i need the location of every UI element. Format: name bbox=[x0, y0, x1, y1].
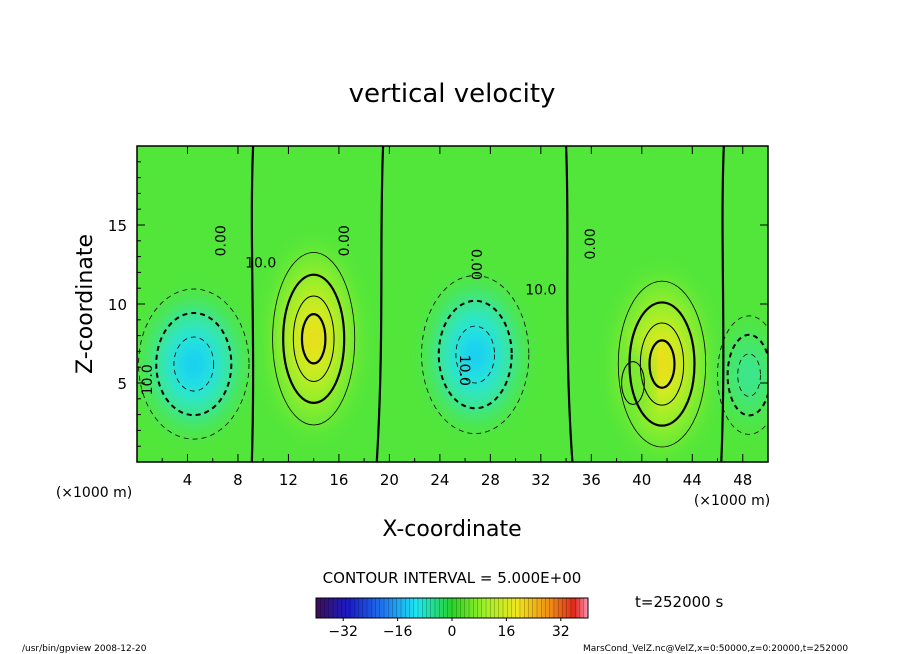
colorbar-tick-label-4: 16 bbox=[497, 624, 515, 640]
downdraft-2-band-7 bbox=[469, 345, 482, 364]
chart-title: vertical velocity bbox=[349, 79, 556, 109]
x-axis-label: X-coordinate bbox=[382, 517, 521, 542]
contour-interval-text: CONTOUR INTERVAL = 5.000E+00 bbox=[323, 569, 582, 587]
y-axis: 5 10 15 bbox=[108, 161, 768, 447]
updraft-1-contour-3 bbox=[300, 313, 327, 365]
x-tick-label-16: 16 bbox=[329, 471, 348, 489]
x-tick-label-36: 36 bbox=[582, 471, 601, 489]
x-tick-label-48: 48 bbox=[733, 471, 752, 489]
updraft-2-contour-0 bbox=[617, 280, 707, 448]
colorbar: −32 −16 0 16 32 bbox=[315, 597, 589, 640]
y-tick-label-10: 10 bbox=[108, 296, 127, 314]
updraft-1-contour-0 bbox=[272, 252, 356, 426]
x-unit-label-left: (×1000 m) bbox=[56, 485, 132, 501]
zero-contour-2 bbox=[375, 146, 385, 462]
x-axis: 4 8 12 16 20 24 28 32 36 40 44 48 bbox=[161, 146, 769, 489]
x-tick-label-32: 32 bbox=[531, 471, 550, 489]
downdraft-3-contour-0 bbox=[717, 315, 768, 435]
y-tick-label-5: 5 bbox=[117, 375, 127, 393]
contour-label-2: 0.00 bbox=[337, 225, 353, 256]
downdraft-1-shading bbox=[142, 294, 245, 434]
x-tick-label-28: 28 bbox=[481, 471, 500, 489]
updraft-2-contour-3 bbox=[648, 339, 676, 389]
updraft-2-band-7 bbox=[656, 352, 668, 376]
downdraft-2-contour-1 bbox=[437, 299, 513, 410]
x-tick-label-4: 4 bbox=[183, 471, 193, 489]
updraft-1-contour-2 bbox=[292, 295, 335, 382]
updraft-2b-contour bbox=[621, 361, 645, 405]
zero-contour-1 bbox=[250, 146, 255, 462]
contour-label-6: 10.0 bbox=[525, 283, 556, 299]
contour-labels: 0.00 0.00 0.00 0.00 10.0 10.0 10.0 10.0 bbox=[140, 225, 599, 395]
contour-lines bbox=[138, 146, 768, 462]
downdraft-2-shading bbox=[425, 281, 525, 428]
contour-label-3: 0.00 bbox=[467, 249, 483, 280]
contour-label-4: 0.00 bbox=[583, 228, 599, 259]
downdraft-1-contour-2 bbox=[173, 336, 215, 392]
y-axis-label: Z-coordinate bbox=[73, 234, 98, 374]
contour-label-7: 10.0 bbox=[140, 364, 156, 395]
updraft-2-contour-1 bbox=[628, 301, 696, 427]
downdraft-3-band-7 bbox=[745, 368, 753, 382]
updraft-2-contour-2 bbox=[639, 322, 685, 406]
contour-label-5: 10.0 bbox=[245, 256, 276, 272]
updraft-1-band-7 bbox=[308, 326, 320, 351]
colorbar-tick-label-5: 32 bbox=[552, 624, 570, 640]
colorbar-tick-label-3: 0 bbox=[448, 624, 457, 640]
updraft-1-contour-1 bbox=[282, 273, 346, 404]
x-tick-label-44: 44 bbox=[683, 471, 702, 489]
downdraft-1-contour-1 bbox=[155, 312, 233, 417]
zero-contour-3 bbox=[564, 146, 574, 462]
colorbar-stripes bbox=[315, 598, 589, 618]
x-tick-label-24: 24 bbox=[430, 471, 449, 489]
contour-label-1: 0.00 bbox=[213, 225, 229, 256]
downdraft-3-shading bbox=[720, 320, 768, 430]
x-tick-label-40: 40 bbox=[632, 471, 651, 489]
colorbar-tick-label-2: −16 bbox=[383, 624, 413, 640]
footer-right: MarsCond_VelZ.nc@VelZ,x=0:50000,z=0:2000… bbox=[583, 644, 848, 654]
downdraft-1-band-7 bbox=[187, 355, 201, 373]
downdraft-1-contour-0 bbox=[138, 288, 250, 440]
time-label: t=252000 s bbox=[635, 593, 723, 611]
x-unit-label-right: (×1000 m) bbox=[694, 493, 770, 509]
y-tick-label-15: 15 bbox=[108, 217, 127, 235]
downdraft-3-contour-2 bbox=[737, 353, 761, 397]
downdraft-2-contour-2 bbox=[455, 325, 495, 384]
x-tick-label-20: 20 bbox=[380, 471, 399, 489]
x-tick-label-12: 12 bbox=[279, 471, 298, 489]
updraft-2b-shading bbox=[615, 350, 651, 416]
plot-area: 0.00 0.00 0.00 0.00 10.0 10.0 10.0 10.0 bbox=[136, 145, 769, 463]
colorbar-ticks: −32 −16 0 16 32 bbox=[328, 618, 570, 640]
zero-contour-4 bbox=[720, 146, 725, 462]
footer-left: /usr/bin/gpview 2008-12-20 bbox=[22, 644, 147, 654]
downdraft-3-contour-1 bbox=[726, 333, 768, 417]
colorbar-tick-label-1: −32 bbox=[328, 624, 358, 640]
downdraft-2-contour-0 bbox=[421, 275, 530, 434]
x-tick-label-8: 8 bbox=[233, 471, 243, 489]
contour-label-8: 10.0 bbox=[456, 355, 472, 386]
